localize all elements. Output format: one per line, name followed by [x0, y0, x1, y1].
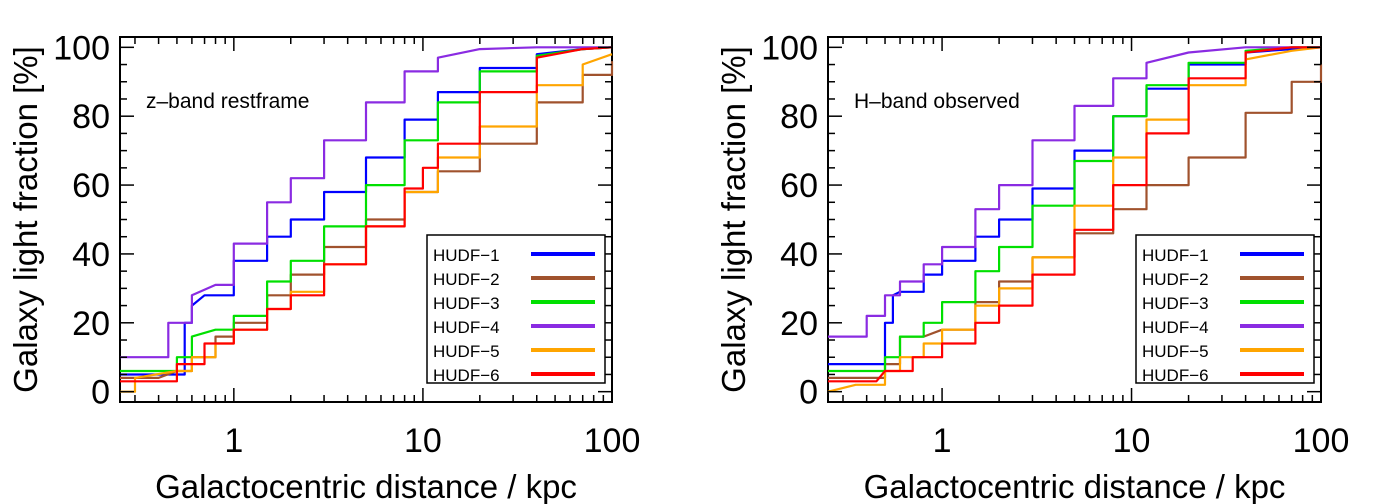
y-tick-label: 40: [780, 236, 818, 274]
x-tick-label: 1: [224, 422, 243, 460]
x-tick-label: 10: [1113, 422, 1151, 460]
legend-label: HUDF−3: [1142, 294, 1209, 313]
y-tick-label: 40: [72, 236, 110, 274]
legend-box: [426, 234, 606, 384]
x-tick-label: 100: [1293, 422, 1350, 460]
x-tick-label: 100: [584, 422, 641, 460]
series-line-3: [828, 46, 1321, 373]
legend-label: HUDF−1: [433, 246, 500, 265]
chart-h-band-observed: H–band observed Galaxy light fraction [%…: [715, 29, 1349, 504]
series-line-6: [120, 46, 613, 383]
series-line-4: [120, 46, 612, 359]
y-tick-label: 0: [799, 374, 818, 412]
series-line-6: [828, 46, 1321, 383]
legend-label: HUDF−6: [433, 366, 500, 385]
y-tick-label: 60: [72, 167, 110, 205]
legend-box: [1135, 234, 1315, 384]
legend-label: HUDF−4: [433, 318, 500, 337]
x-tick-label: 1: [933, 422, 952, 460]
legend-label: HUDF−5: [1142, 342, 1209, 361]
y-tick-label: 20: [780, 305, 818, 343]
y-tick-label: 80: [780, 98, 818, 136]
legend-label: HUDF−6: [1142, 366, 1209, 385]
annotation-label: z–band restframe: [146, 90, 309, 113]
legend: HUDF−1 HUDF−2 HUDF−3 HUDF−4 HUDF−5 HUDF−6: [1135, 234, 1315, 385]
legend: HUDF−1 HUDF−2 HUDF−3 HUDF−4 HUDF−5 HUDF−6: [426, 234, 606, 385]
y-tick-label: 100: [53, 29, 110, 67]
y-tick-label: 80: [72, 98, 110, 136]
legend-label: HUDF−1: [1142, 246, 1209, 265]
y-tick-label: 0: [91, 374, 110, 412]
y-tick-label: 100: [761, 29, 818, 67]
y-tick-label: 20: [72, 305, 110, 343]
legend-label: HUDF−4: [1142, 318, 1209, 337]
y-axis-label: Galaxy light fraction [%]: [7, 46, 44, 393]
annotation-label: H–band observed: [854, 90, 1020, 113]
chart-z-band-restframe: z–band restframe Galaxy light fraction […: [7, 29, 640, 504]
x-axis-label: Galactocentric distance / kpc: [155, 468, 577, 504]
legend-label: HUDF−2: [1142, 270, 1209, 289]
series-line-3: [120, 46, 613, 373]
series-line-4: [828, 46, 1321, 338]
y-tick-label: 60: [780, 167, 818, 205]
legend-label: HUDF−5: [433, 342, 500, 361]
y-axis-label: Galaxy light fraction [%]: [715, 46, 752, 393]
legend-label: HUDF−3: [433, 294, 500, 313]
x-axis-label: Galactocentric distance / kpc: [864, 468, 1286, 504]
legend-label: HUDF−2: [433, 270, 500, 289]
x-tick-label: 10: [404, 422, 442, 460]
